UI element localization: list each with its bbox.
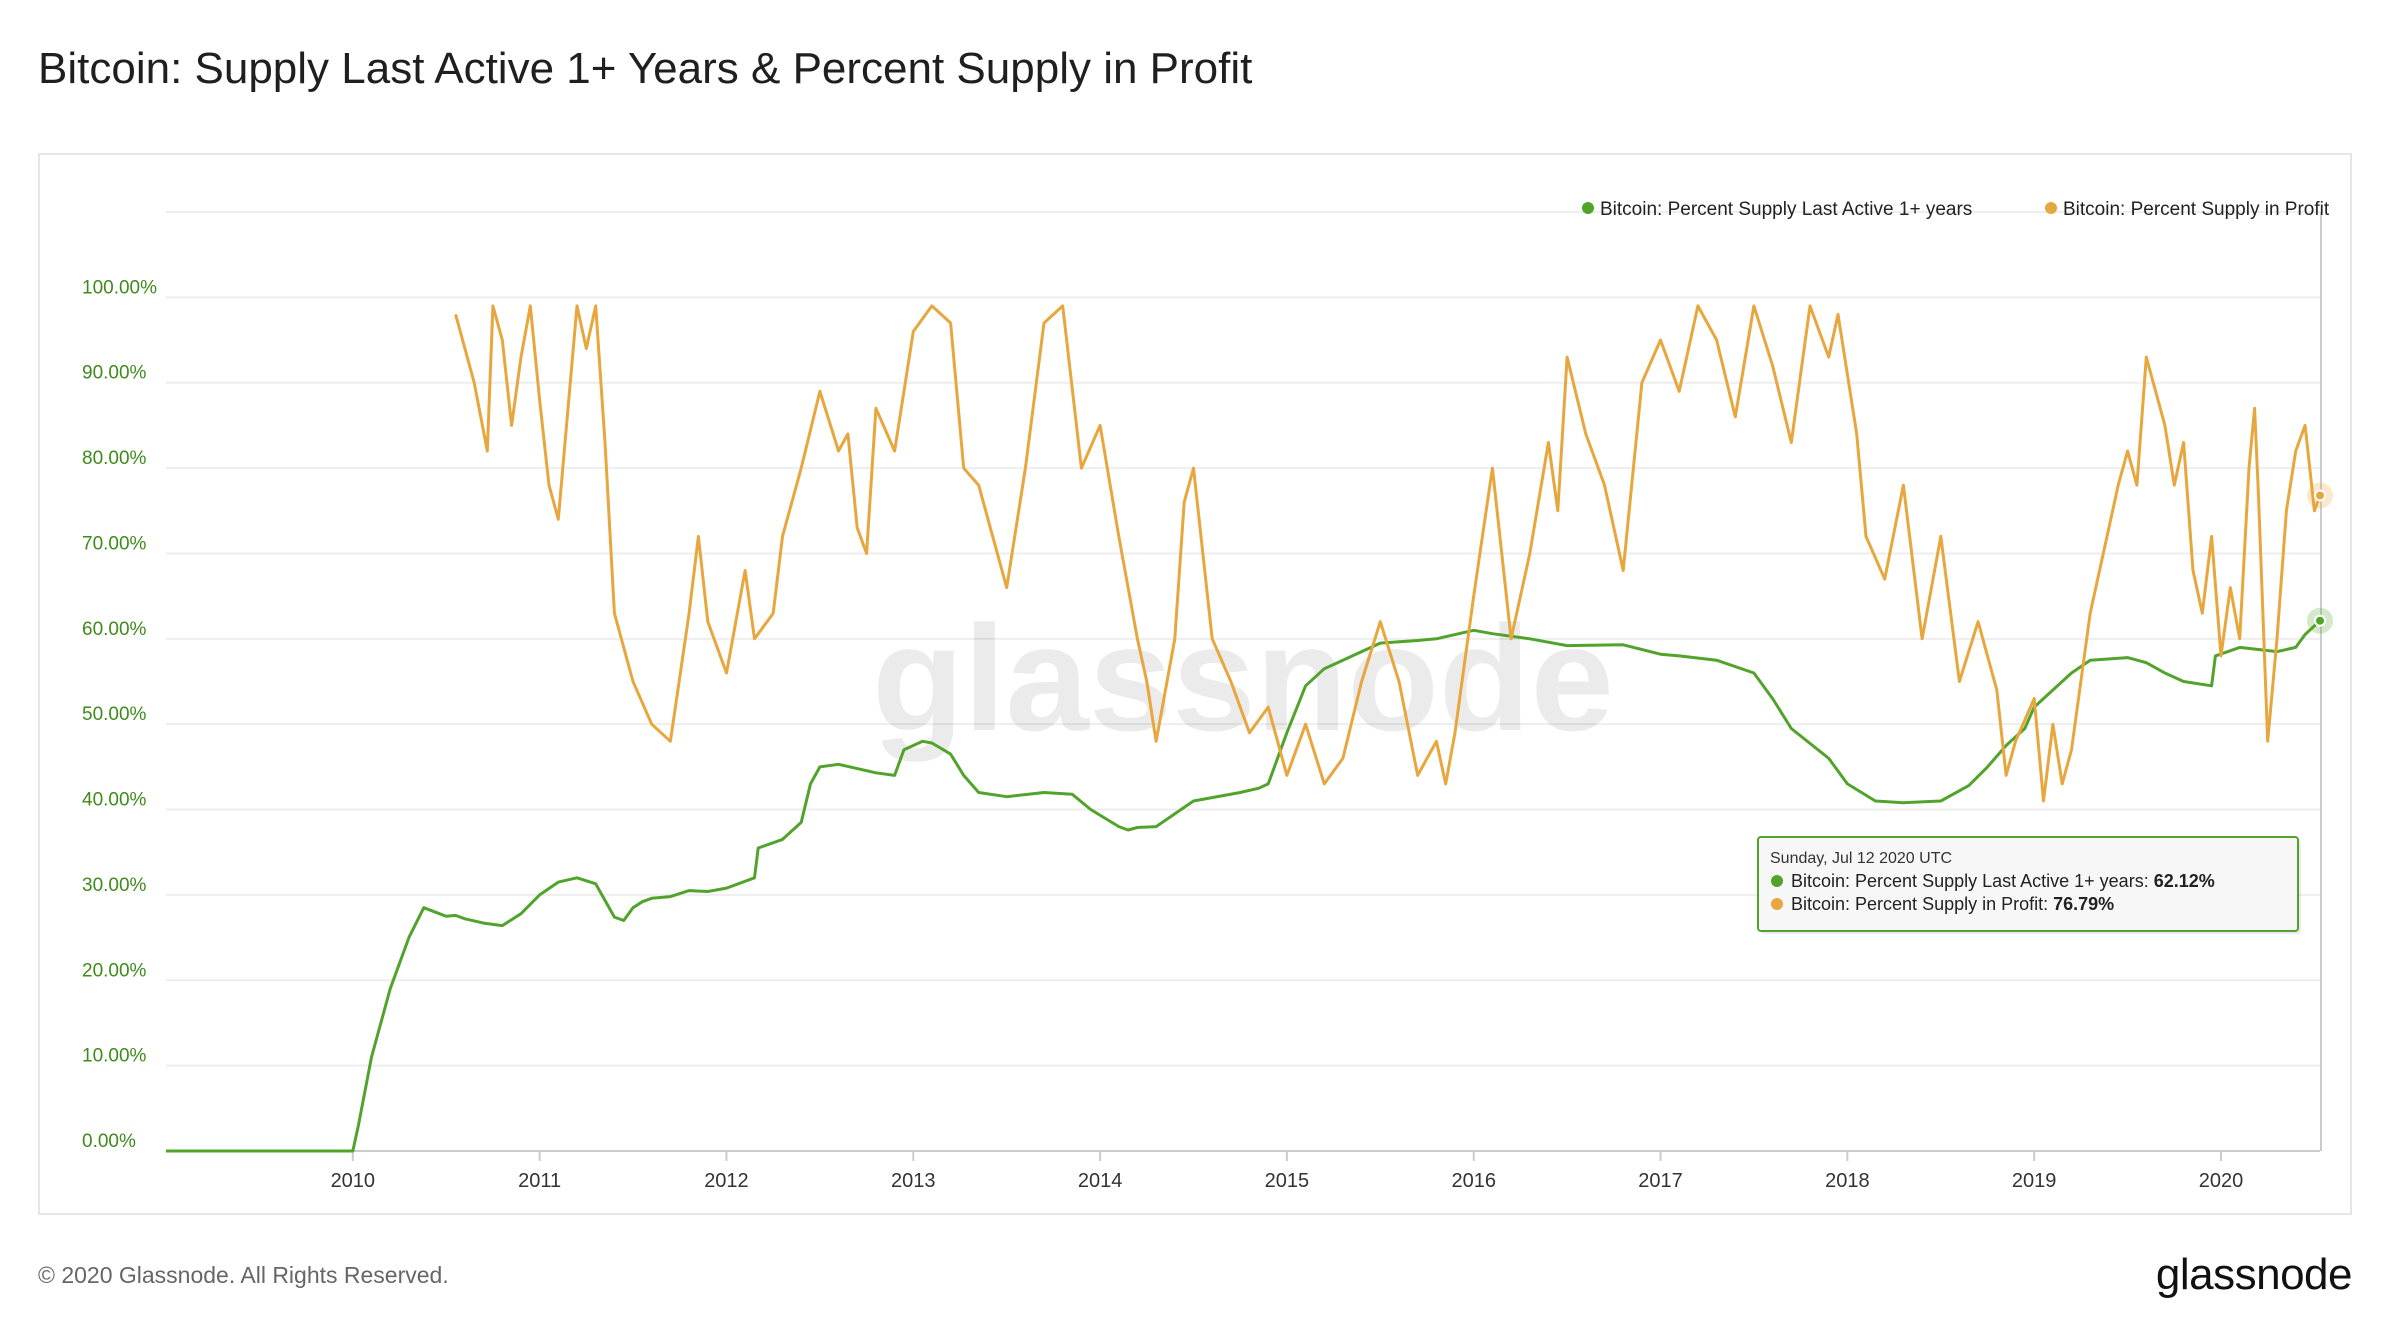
y-tick-label: 40.00%: [82, 790, 147, 811]
chart-panel: glassnode 0.00% 10.00% 20.00% 30.00% 40.00% 50…: [38, 153, 2352, 1215]
chart-title: Bitcoin: Supply Last Active 1+ Years & P…: [38, 44, 1253, 93]
x-tick-label: 2015: [1265, 1170, 1310, 1192]
y-tick-label: 100.00%: [82, 277, 157, 298]
tooltip-marker: [1771, 875, 1783, 887]
tooltip-date: Sunday, Jul 12 2020 UTC: [1770, 850, 1952, 867]
x-tick-label: 2011: [518, 1170, 561, 1192]
watermark: glassnode: [872, 594, 1614, 762]
series-line-supply-in-profit[interactable]: [454, 304, 2322, 803]
x-tick-label: 2010: [331, 1170, 376, 1192]
tooltip-box: [1757, 836, 2299, 932]
y-tick-label: 30.00%: [82, 875, 147, 896]
x-tick-label: 2013: [891, 1170, 936, 1192]
y-tick-label: 70.00%: [82, 533, 147, 554]
series-line-supply-last-active[interactable]: [166, 619, 2322, 1153]
y-tick-label: 10.00%: [82, 1046, 147, 1067]
legend-marker[interactable]: [2045, 202, 2057, 214]
tooltip-row: Bitcoin: Percent Supply in Profit: 76.79…: [1791, 894, 2114, 914]
y-tick-label: 50.00%: [82, 704, 147, 725]
legend-label[interactable]: Bitcoin: Percent Supply Last Active 1+ y…: [1600, 199, 1972, 220]
y-tick-label: 90.00%: [82, 363, 147, 384]
tooltip-marker: [1771, 898, 1783, 910]
x-tick-label: 2016: [1451, 1170, 1496, 1192]
hover-marker[interactable]: [2314, 614, 2326, 627]
hover-marker[interactable]: [2314, 489, 2326, 502]
legend-label[interactable]: Bitcoin: Percent Supply in Profit: [2063, 199, 2330, 220]
legend-marker[interactable]: [1582, 202, 1594, 214]
y-tick-label: 0.00%: [82, 1131, 136, 1152]
x-tick-label: 2014: [1078, 1170, 1123, 1192]
copyright-text: © 2020 Glassnode. All Rights Reserved.: [38, 1262, 449, 1288]
x-tick-label: 2019: [2012, 1170, 2056, 1192]
x-tick-label: 2018: [1825, 1170, 1870, 1192]
x-tick-label: 2012: [704, 1170, 749, 1192]
x-tick-label: 2020: [2199, 1170, 2244, 1192]
y-tick-label: 80.00%: [82, 448, 147, 469]
x-tick-label: 2017: [1638, 1170, 1683, 1192]
y-tick-label: 20.00%: [82, 960, 147, 981]
tooltip-row: Bitcoin: Percent Supply Last Active 1+ y…: [1791, 871, 2215, 891]
chart-svg[interactable]: glassnode 0.00% 10.00% 20.00% 30.00% 40.00% 50…: [40, 155, 2354, 1217]
y-tick-label: 60.00%: [82, 619, 147, 640]
glassnode-logo: glassnode: [2155, 1250, 2353, 1299]
